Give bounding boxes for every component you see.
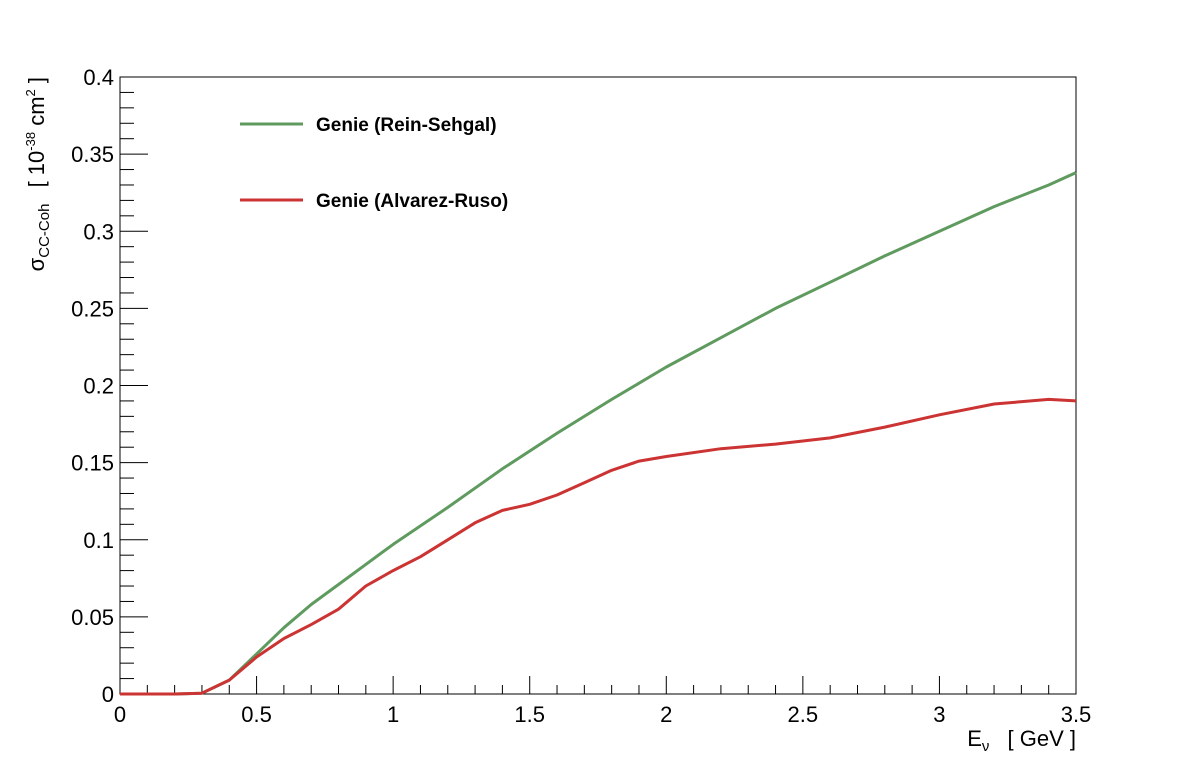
y-tick-label: 0 [102, 682, 114, 707]
y-tick-label: 0.2 [83, 374, 114, 399]
series-lines [120, 171, 1077, 696]
y-tick-label: 0.3 [83, 219, 114, 244]
x-tick-label: 0.5 [241, 702, 272, 727]
x-tick-label: 1 [387, 702, 399, 727]
x-axis-subscript: ν [982, 738, 990, 755]
x-axis-title: Eν [ GeV ] [967, 726, 1076, 755]
y-tick-label: 0.05 [71, 605, 114, 630]
y-axis-base: σ [24, 257, 49, 271]
x-axis-unit: [ GeV ] [1008, 726, 1076, 751]
y-axis-unit-mid: cm [24, 96, 49, 131]
legend-label-alvarez-ruso: Genie (Alvarez-Ruso) [316, 191, 508, 212]
y-tick-label: 0.1 [83, 528, 114, 553]
x-tick-label: 3.5 [1061, 702, 1092, 727]
y-axis-title: σCC-Coh [ 10-38 cm2 ] [23, 77, 53, 271]
x-tick-label: 1.5 [514, 702, 545, 727]
y-axis-unit-close: ] [24, 77, 49, 89]
y-axis-unit-exp2: 2 [23, 89, 38, 96]
x-axis-base: E [967, 726, 982, 751]
y-tick-label: 0.15 [71, 451, 114, 476]
y-tick-label: 0.25 [71, 296, 114, 321]
y-axis-unit-open: [ 10 [24, 151, 49, 188]
y-axis-unit-exp: -38 [23, 132, 38, 151]
x-tick-label: 2.5 [788, 702, 819, 727]
axis-ticks [119, 76, 1077, 695]
y-tick-label: 0.35 [71, 142, 114, 167]
series-line-rein-sehgal [120, 171, 1077, 696]
x-tick-label: 3 [933, 702, 945, 727]
y-tick-label: 0.4 [83, 65, 114, 90]
x-tick-labels: 0 0.5 1 1.5 2 2.5 3 3.5 [114, 702, 1091, 727]
legend: Genie (Rein-Sehgal) Genie (Alvarez-Ruso) [240, 115, 508, 212]
series-line-alvarez-ruso [120, 397, 1077, 696]
y-tick-labels: 0 0.05 0.1 0.15 0.2 0.25 0.3 0.35 0.4 [71, 65, 114, 707]
plot-frame [119, 76, 1077, 695]
legend-label-rein-sehgal: Genie (Rein-Sehgal) [316, 115, 497, 136]
x-tick-label: 0 [114, 702, 126, 727]
y-axis-subscript: CC-Coh [36, 204, 53, 258]
x-tick-label: 2 [660, 702, 672, 727]
